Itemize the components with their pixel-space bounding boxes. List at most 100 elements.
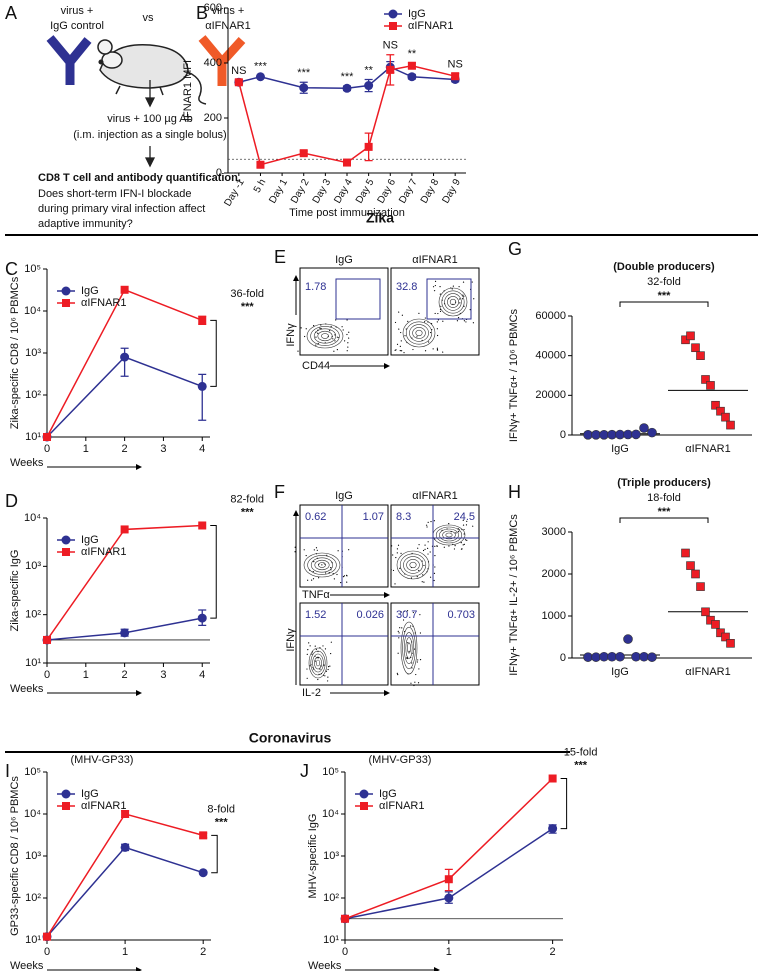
flow-event — [403, 610, 405, 612]
flow-event — [448, 545, 450, 547]
y-tick-label: 200 — [204, 112, 222, 124]
flow-contour — [310, 650, 326, 676]
point — [721, 632, 730, 642]
y-tick-label: 10⁴ — [24, 808, 41, 820]
y-tick-label: 10⁵ — [24, 263, 41, 275]
y-tick-label: 10⁴ — [24, 512, 41, 524]
flow-event — [307, 579, 309, 581]
subtitle: (MHV-GP33) — [369, 754, 432, 766]
column-label: IgG — [335, 490, 353, 502]
flow-event — [330, 566, 332, 569]
flow-event — [461, 298, 464, 300]
panel-letter: B — [196, 3, 208, 23]
flow-event — [439, 310, 442, 312]
flow-event — [330, 641, 332, 643]
flow-event — [410, 625, 412, 627]
flow-contour — [318, 562, 326, 568]
flow-event — [396, 672, 398, 674]
question: Does short-term IFN-I blockade — [38, 188, 191, 200]
arrow-head — [384, 690, 390, 696]
y-tick-label: 10¹ — [323, 934, 339, 946]
flow-event — [423, 581, 425, 583]
significance: *** — [241, 506, 255, 518]
y-tick-label: 3000 — [542, 526, 566, 538]
flow-event — [466, 539, 468, 541]
point — [341, 914, 349, 923]
flow-event — [313, 561, 315, 563]
flow-event — [462, 294, 464, 296]
flow-event — [327, 665, 330, 668]
flow-event — [335, 319, 337, 321]
point — [591, 652, 601, 662]
flow-event — [322, 645, 324, 647]
x-tick-label: 3 — [160, 669, 166, 681]
flow-event — [465, 321, 467, 323]
point — [623, 634, 633, 644]
flow-event — [458, 286, 460, 288]
question: adaptive immunity? — [38, 218, 133, 230]
flow-contour — [439, 528, 459, 542]
quadrant-value: 30.7 — [396, 609, 417, 621]
flow-contour — [308, 647, 328, 679]
y-tick-label: 2000 — [542, 568, 566, 580]
legend-label: αIFNAR1 — [379, 800, 424, 812]
significance: *** — [215, 816, 229, 828]
flow-event — [315, 547, 318, 549]
flow-event — [463, 533, 465, 535]
flow-event — [427, 553, 429, 555]
x-tick-label: 4 — [199, 443, 205, 455]
flow-event — [414, 648, 416, 650]
flow-event — [436, 334, 439, 337]
x-tick-label: αIFNAR1 — [685, 666, 730, 678]
gate-value: 1.78 — [305, 281, 326, 293]
flow-event — [342, 329, 344, 331]
axis-label: CD44 — [302, 360, 330, 372]
flow-contour — [406, 559, 420, 571]
flow-event — [397, 630, 399, 632]
flow-event — [315, 648, 317, 651]
x-axis-label: Weeks — [10, 960, 44, 971]
gate — [426, 278, 472, 320]
point — [599, 651, 609, 662]
x-tick-label: Day 6 — [376, 177, 399, 206]
flow-event — [463, 295, 465, 297]
legend-label: IgG — [81, 788, 99, 800]
flow-event — [401, 627, 403, 629]
flow-event — [336, 336, 338, 338]
flow-event — [413, 684, 415, 687]
flow-contour — [441, 290, 465, 314]
x-tick-label: 0 — [342, 946, 348, 958]
arrow-head — [384, 592, 390, 598]
flow-event — [325, 572, 327, 574]
flow-event — [390, 569, 392, 571]
flow-contour — [321, 333, 329, 339]
flow-event — [433, 520, 435, 522]
legend-label: αIFNAR1 — [81, 546, 126, 558]
y-tick-label: 1000 — [542, 610, 566, 622]
flow-event — [419, 632, 422, 634]
fold-change: 15-fold — [564, 746, 598, 758]
legend-label: IgG — [81, 534, 99, 546]
point — [583, 430, 593, 440]
flow-event — [462, 519, 464, 521]
flow-contour — [314, 656, 322, 670]
legend-marker — [62, 802, 70, 810]
y-axis-label: GP33-specific CD8 / 10⁶ PBMCs — [9, 776, 21, 936]
section-title: Zika — [366, 210, 394, 226]
flow-event — [458, 531, 460, 533]
flow-event — [452, 285, 454, 287]
injection: virus + 100 µg Ab — [107, 113, 193, 125]
flow-event — [327, 680, 329, 682]
flow-event — [399, 567, 401, 570]
flow-event — [306, 668, 308, 670]
panel-letter: C — [5, 259, 18, 279]
flow-event — [319, 668, 321, 670]
point — [691, 343, 700, 353]
flow-event — [330, 652, 332, 655]
flow-event — [434, 284, 436, 287]
arrow — [144, 80, 156, 168]
flow-contour — [447, 296, 459, 308]
flow-event — [433, 572, 436, 574]
flow-event — [428, 341, 430, 343]
flow-event — [397, 652, 399, 654]
